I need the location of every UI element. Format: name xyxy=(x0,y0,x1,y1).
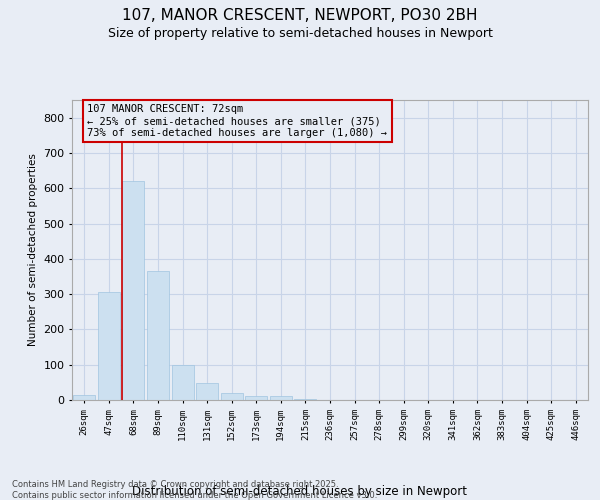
Bar xyxy=(172,366,194,400)
Bar xyxy=(221,393,243,400)
Text: Contains HM Land Registry data © Crown copyright and database right 2025.
Contai: Contains HM Land Registry data © Crown c… xyxy=(12,480,377,500)
Bar xyxy=(196,383,218,400)
Bar xyxy=(73,396,95,400)
Bar xyxy=(98,292,120,400)
Bar xyxy=(122,181,145,400)
Text: Size of property relative to semi-detached houses in Newport: Size of property relative to semi-detach… xyxy=(107,28,493,40)
Text: Distribution of semi-detached houses by size in Newport: Distribution of semi-detached houses by … xyxy=(133,484,467,498)
Bar xyxy=(147,271,169,400)
Bar xyxy=(245,396,268,400)
Y-axis label: Number of semi-detached properties: Number of semi-detached properties xyxy=(28,154,38,346)
Bar xyxy=(270,396,292,400)
Text: 107 MANOR CRESCENT: 72sqm
← 25% of semi-detached houses are smaller (375)
73% of: 107 MANOR CRESCENT: 72sqm ← 25% of semi-… xyxy=(88,104,388,138)
Text: 107, MANOR CRESCENT, NEWPORT, PO30 2BH: 107, MANOR CRESCENT, NEWPORT, PO30 2BH xyxy=(122,8,478,22)
